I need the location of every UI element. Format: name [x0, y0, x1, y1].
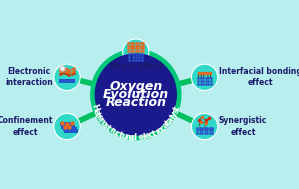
Text: Electronic
interaction: Electronic interaction	[5, 67, 53, 87]
Text: o: o	[98, 118, 109, 128]
Text: t: t	[92, 111, 102, 118]
Text: Interfacial bonding
effect: Interfacial bonding effect	[219, 67, 299, 87]
Text: t: t	[104, 123, 113, 133]
Text: Confinement
effect: Confinement effect	[0, 116, 53, 137]
Text: r: r	[154, 127, 162, 137]
Text: t: t	[164, 119, 173, 128]
Text: s: s	[101, 121, 110, 131]
Text: o: o	[156, 125, 166, 136]
Text: c: c	[159, 123, 168, 133]
Text: t: t	[151, 129, 158, 139]
Text: e: e	[127, 133, 134, 143]
Text: e: e	[94, 113, 104, 122]
Text: l: l	[142, 132, 147, 142]
Text: r: r	[124, 132, 130, 142]
Text: e: e	[144, 131, 152, 141]
Text: a: a	[165, 115, 176, 125]
Text: H: H	[89, 103, 100, 113]
Text: t: t	[117, 130, 124, 140]
Text: c: c	[113, 129, 121, 139]
Text: Synergistic
effect: Synergistic effect	[219, 116, 267, 137]
Text: Evolution: Evolution	[103, 88, 169, 101]
Text: a: a	[161, 121, 171, 131]
Text: r: r	[107, 125, 115, 135]
Circle shape	[94, 53, 177, 136]
Text: l: l	[168, 114, 177, 121]
Text: y: y	[169, 110, 180, 119]
Text: Reaction: Reaction	[105, 96, 166, 109]
Circle shape	[123, 39, 149, 65]
Text: u: u	[109, 127, 119, 137]
Text: c: c	[147, 130, 155, 140]
Text: e: e	[90, 107, 101, 116]
Circle shape	[191, 64, 218, 91]
Text: Oxygen: Oxygen	[109, 80, 162, 93]
Text: Strain effect: Strain effect	[109, 62, 163, 71]
Circle shape	[90, 49, 181, 140]
Text: t: t	[172, 105, 182, 111]
Text: r: r	[96, 116, 106, 125]
Circle shape	[54, 64, 80, 91]
Text: s: s	[171, 107, 181, 115]
Text: u: u	[120, 131, 128, 141]
Circle shape	[54, 113, 80, 140]
Text: e: e	[138, 133, 144, 143]
Circle shape	[191, 113, 218, 140]
Text: d: d	[131, 133, 137, 143]
